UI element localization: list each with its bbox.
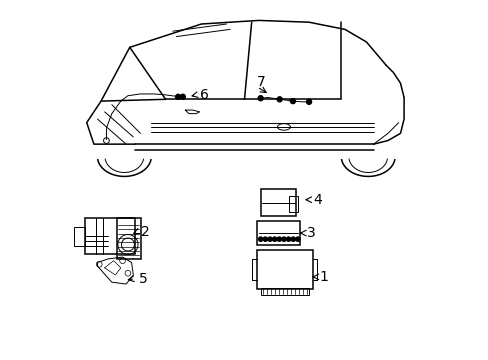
Circle shape [277,97,282,102]
Text: 6: 6 [199,88,208,102]
Circle shape [290,237,295,241]
Text: 7: 7 [257,75,265,89]
Circle shape [290,99,295,104]
Circle shape [258,237,262,241]
Circle shape [263,237,267,241]
Text: 2: 2 [140,225,149,239]
Circle shape [180,94,185,99]
Text: 3: 3 [306,226,315,240]
Circle shape [267,237,271,241]
Circle shape [175,94,180,99]
Circle shape [286,237,290,241]
Text: 1: 1 [319,270,328,284]
Circle shape [281,237,285,241]
Circle shape [272,237,276,241]
Text: 5: 5 [139,271,147,285]
Text: 4: 4 [313,193,322,207]
Circle shape [295,237,300,241]
Circle shape [258,96,263,101]
Circle shape [277,237,281,241]
Circle shape [306,99,311,104]
